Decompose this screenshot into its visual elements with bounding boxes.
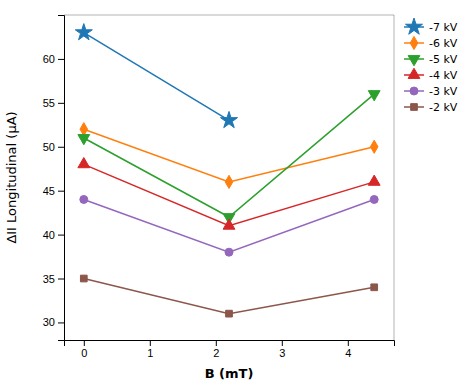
marker: [78, 158, 90, 168]
marker: [225, 175, 233, 188]
series: [80, 123, 378, 189]
marker: [368, 91, 380, 101]
marker: [80, 275, 87, 282]
marker: [371, 284, 378, 291]
plot: 0 1 2 3 4 30 35 40 45 50 55 60: [43, 15, 395, 359]
legend-label: -3 kV: [429, 85, 458, 98]
tick-mark: [58, 279, 64, 280]
y-axis: 30 35 40 45 50 55 60: [43, 16, 65, 341]
legend-label: -7 kV: [429, 21, 458, 34]
line: [84, 33, 229, 121]
marker: [226, 310, 233, 317]
tick-mark: [84, 340, 85, 346]
legend-marker: [408, 68, 420, 78]
tick-mark: [348, 340, 349, 346]
tick-label: 45: [43, 185, 55, 197]
frame: [394, 15, 395, 340]
tick-label: 60: [43, 53, 55, 65]
legend-item: -2 kV: [404, 101, 458, 114]
tick: 1: [147, 340, 153, 359]
marker: [225, 248, 233, 256]
x-axis: 0 1 2 3 4: [65, 340, 395, 359]
tick-mark: [58, 103, 64, 104]
tick: 30: [43, 316, 64, 328]
tick-label: 50: [43, 141, 55, 153]
tick-label: 4: [345, 347, 351, 359]
legend-marker: [411, 104, 418, 111]
legend-marker: [410, 87, 418, 95]
legend-item: -5 kV: [404, 53, 458, 66]
tick-mark: [58, 147, 64, 148]
tick-label: 2: [213, 347, 219, 359]
marks: [75, 24, 380, 317]
tick: 40: [43, 229, 64, 241]
legend: -7 kV -6 kV -5 kV -4 kV -3 kV -2 kV: [404, 18, 458, 114]
marker: [223, 219, 235, 229]
marker: [220, 111, 237, 127]
tick-mark: [282, 340, 283, 346]
series: [80, 195, 378, 256]
line: [84, 164, 374, 225]
frame: [64, 15, 394, 16]
series: [75, 24, 237, 128]
tick-label: 0: [81, 347, 87, 359]
tick-mark: [216, 340, 217, 346]
y-axis-title: ΔII Longitudinal (μA): [4, 111, 19, 243]
tick: 4: [345, 340, 351, 359]
marker: [370, 140, 378, 153]
tick: 35: [43, 273, 64, 285]
tick-label: 30: [43, 316, 55, 328]
series: [78, 158, 380, 230]
tick: 3: [279, 340, 285, 359]
legend-marker: [408, 56, 420, 66]
line: [84, 199, 374, 252]
series: [80, 275, 377, 317]
tick-label: 1: [147, 347, 153, 359]
tick: 0: [81, 340, 87, 359]
x-axis-title: B (mT): [205, 366, 254, 381]
marker: [80, 195, 88, 203]
legend-label: -2 kV: [429, 101, 458, 114]
legend-label: -6 kV: [429, 37, 458, 50]
tick-mark: [58, 191, 64, 192]
tick-label: 3: [279, 347, 285, 359]
tick: 55: [43, 97, 64, 109]
legend-item: -6 kV: [404, 36, 458, 49]
tick: 50: [43, 141, 64, 153]
legend-label: -4 kV: [429, 69, 458, 82]
tick-mark: [150, 340, 151, 346]
tick: 45: [43, 185, 64, 197]
marker: [80, 123, 88, 136]
marker: [370, 195, 378, 203]
line: [84, 279, 374, 314]
tick-mark: [58, 322, 64, 323]
legend-marker: [410, 36, 418, 49]
chart: 0 1 2 3 4 30 35 40 45 50 55 60 B (mT) ΔII Longitudina…: [0, 0, 474, 388]
tick-mark: [58, 59, 64, 60]
tick-label: 55: [43, 97, 55, 109]
legend-marker: [405, 18, 422, 34]
legend-label: -5 kV: [429, 53, 458, 66]
tick-label: 40: [43, 229, 55, 241]
line: [84, 94, 374, 217]
tick: 2: [213, 340, 219, 359]
marker: [78, 135, 90, 145]
marker: [75, 24, 92, 40]
tick: 60: [43, 53, 64, 65]
legend-item: -3 kV: [404, 85, 458, 98]
tick-mark: [58, 235, 64, 236]
legend-item: -7 kV: [404, 18, 458, 34]
tick-label: 35: [43, 273, 55, 285]
line: [84, 129, 374, 182]
marker: [368, 175, 380, 185]
legend-item: -4 kV: [404, 68, 458, 82]
series: [78, 91, 380, 224]
axis-line: [58, 16, 65, 341]
axis-line: [65, 341, 395, 347]
